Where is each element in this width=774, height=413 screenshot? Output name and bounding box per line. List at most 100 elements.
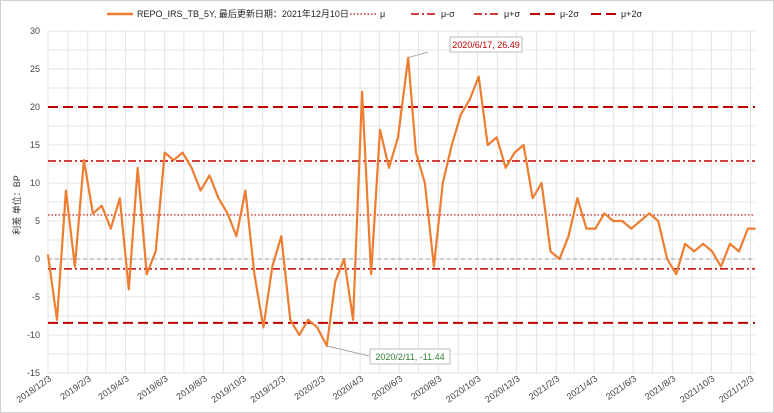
data-point xyxy=(594,227,597,230)
data-point xyxy=(289,318,292,321)
data-point xyxy=(468,98,471,101)
y-tick-label: 5 xyxy=(35,216,40,226)
legend-label: μ+σ xyxy=(504,9,520,19)
y-tick-label: -15 xyxy=(27,368,40,378)
data-point xyxy=(702,242,704,245)
data-point xyxy=(711,250,713,253)
data-point xyxy=(558,258,561,260)
data-point xyxy=(74,265,76,268)
data-point xyxy=(91,212,94,215)
data-point xyxy=(199,189,202,192)
data-point xyxy=(100,204,103,207)
data-point xyxy=(423,182,426,184)
annotation-box xyxy=(369,348,451,365)
data-point xyxy=(163,151,166,154)
data-point xyxy=(531,197,534,200)
data-point xyxy=(136,166,139,169)
data-point xyxy=(495,136,498,139)
y-tick-label: 0 xyxy=(35,254,40,264)
data-point xyxy=(190,166,193,169)
data-point xyxy=(585,227,588,230)
data-point xyxy=(754,227,756,230)
legend-label: μ+2σ xyxy=(621,9,642,19)
data-point xyxy=(747,227,749,230)
data-point xyxy=(181,151,184,154)
data-point xyxy=(388,166,390,169)
data-point xyxy=(540,182,543,184)
data-point xyxy=(441,182,444,184)
annotation-max-label: 2020/6/17, 26.49 xyxy=(452,40,520,50)
data-point xyxy=(603,212,606,215)
data-point xyxy=(298,334,301,336)
legend-label: μ-2σ xyxy=(560,9,579,19)
data-point xyxy=(720,265,722,268)
data-point xyxy=(729,242,731,245)
data-point xyxy=(648,212,651,215)
y-axis-label: 利差 单位：BP xyxy=(11,175,22,235)
y-tick-label: 20 xyxy=(30,102,40,112)
data-point xyxy=(397,136,399,139)
data-point xyxy=(549,250,552,253)
y-tick-label: 10 xyxy=(30,178,40,188)
data-point xyxy=(65,189,67,192)
y-axis: -15 -10 -5 0 5 10 15 20 25 30 xyxy=(27,26,40,378)
data-point xyxy=(253,273,256,276)
y-tick-label: 30 xyxy=(30,26,40,36)
data-point xyxy=(504,166,507,169)
data-point xyxy=(208,174,211,177)
data-point xyxy=(127,288,130,291)
annotations: 2020/6/17, 26.49 2020/2/11, -11.44 xyxy=(326,36,523,365)
data-point xyxy=(244,189,247,192)
data-point xyxy=(657,220,660,222)
data-point xyxy=(693,250,696,253)
data-point xyxy=(172,159,175,162)
data-point xyxy=(235,235,238,238)
annotation-min-label: 2020/2/11, -11.44 xyxy=(375,352,444,362)
data-point xyxy=(370,273,372,276)
series-line xyxy=(46,56,755,347)
legend-label: μ xyxy=(380,9,385,19)
grid xyxy=(47,30,755,374)
data-point xyxy=(47,254,49,257)
data-point xyxy=(513,151,516,154)
data-point xyxy=(271,265,274,268)
data-point xyxy=(486,144,489,146)
data-point xyxy=(675,273,678,276)
data-point xyxy=(576,197,579,200)
data-point xyxy=(415,151,417,154)
data-point xyxy=(154,250,157,253)
data-point xyxy=(307,318,310,321)
data-point xyxy=(432,265,435,268)
data-point xyxy=(217,197,220,200)
data-point xyxy=(343,258,346,260)
y-tick-label: 25 xyxy=(30,64,40,74)
data-point xyxy=(379,128,381,131)
annotation-leader xyxy=(326,345,370,357)
series-layer xyxy=(46,56,756,347)
data-point xyxy=(316,326,319,329)
y-tick-label: -10 xyxy=(27,330,40,340)
data-point xyxy=(450,144,453,146)
data-point xyxy=(361,90,363,93)
data-point xyxy=(630,227,633,230)
data-point xyxy=(352,318,355,321)
data-point xyxy=(280,235,283,238)
data-point xyxy=(612,220,615,222)
legend-label: REPO_IRS_TB_5Y, 最后更新日期：2021年12月10日 xyxy=(137,8,349,19)
annotation-leader xyxy=(408,51,429,59)
data-point xyxy=(145,273,148,276)
data-point xyxy=(262,326,265,329)
legend-label: μ-σ xyxy=(441,9,455,19)
data-point xyxy=(666,258,669,260)
data-point xyxy=(226,212,229,215)
annotation-box xyxy=(449,36,523,53)
data-point xyxy=(56,318,58,321)
data-point xyxy=(109,227,112,230)
data-point xyxy=(118,197,121,200)
data-point xyxy=(684,242,687,245)
data-point xyxy=(567,235,570,238)
y-tick-label: 15 xyxy=(30,140,40,150)
data-point xyxy=(738,250,740,253)
data-point xyxy=(82,159,85,162)
